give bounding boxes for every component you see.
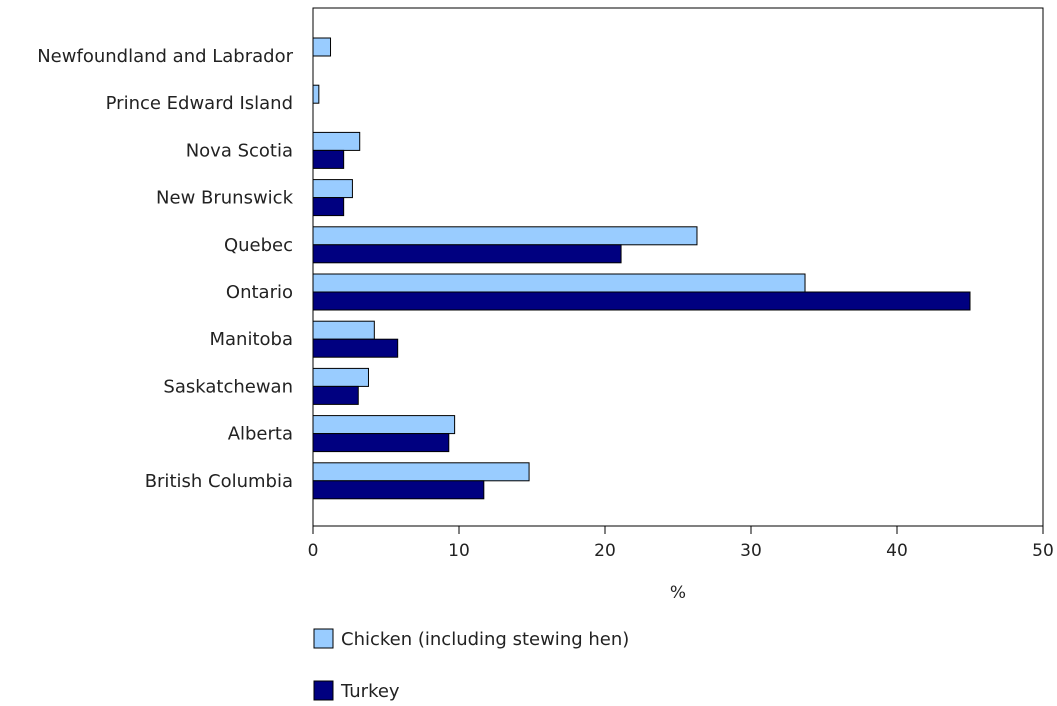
bar-chicken — [312, 131, 361, 151]
plot-area-border — [312, 7, 1044, 527]
x-tick-label: 40 — [886, 541, 908, 561]
bar-turkey — [312, 244, 622, 264]
x-tick-label: 0 — [308, 541, 319, 561]
bar-chicken — [312, 273, 806, 293]
bar-chicken — [312, 415, 456, 435]
legend: Chicken (including stewing hen) Turkey — [313, 628, 629, 702]
bar-turkey — [312, 291, 971, 311]
category-label: New Brunswick — [156, 188, 294, 209]
legend-label: Turkey — [340, 681, 400, 701]
category-label: Ontario — [226, 282, 293, 303]
category-label: Manitoba — [210, 329, 294, 350]
bar-turkey — [312, 197, 345, 217]
plot-frame — [312, 7, 1044, 527]
x-tick-label: 30 — [740, 541, 762, 561]
category-label: Prince Edward Island — [106, 93, 293, 114]
bar-chicken — [312, 462, 530, 482]
bars-group — [312, 37, 971, 500]
category-label: Newfoundland and Labrador — [37, 46, 293, 67]
x-tick-label: 20 — [594, 541, 616, 561]
category-label: British Columbia — [145, 471, 293, 492]
bar-turkey — [312, 433, 450, 453]
x-tick-label: 50 — [1032, 541, 1054, 561]
bar-chicken — [312, 226, 698, 246]
x-tick-label: 10 — [448, 541, 470, 561]
bar-chicken — [312, 84, 320, 104]
bar-chicken — [312, 367, 369, 387]
category-label: Nova Scotia — [186, 140, 293, 161]
bar-turkey — [312, 149, 345, 169]
x-axis-ticks: 0 10 20 30 40 50 — [308, 526, 1054, 561]
category-label: Alberta — [228, 424, 293, 445]
bar-chicken — [312, 179, 353, 199]
legend-swatch — [313, 680, 334, 701]
category-label: Quebec — [224, 235, 293, 256]
bar-turkey — [312, 385, 359, 405]
bar-chicken — [312, 320, 375, 340]
category-label: Saskatchewan — [163, 376, 293, 397]
bar-chicken — [312, 37, 332, 57]
category-labels: Newfoundland and Labrador Prince Edward I… — [37, 46, 293, 492]
x-axis-title: % — [670, 583, 686, 603]
legend-swatch — [313, 628, 334, 649]
legend-label: Chicken (including stewing hen) — [341, 629, 629, 650]
bar-turkey — [312, 480, 485, 500]
bar-turkey — [312, 338, 399, 358]
